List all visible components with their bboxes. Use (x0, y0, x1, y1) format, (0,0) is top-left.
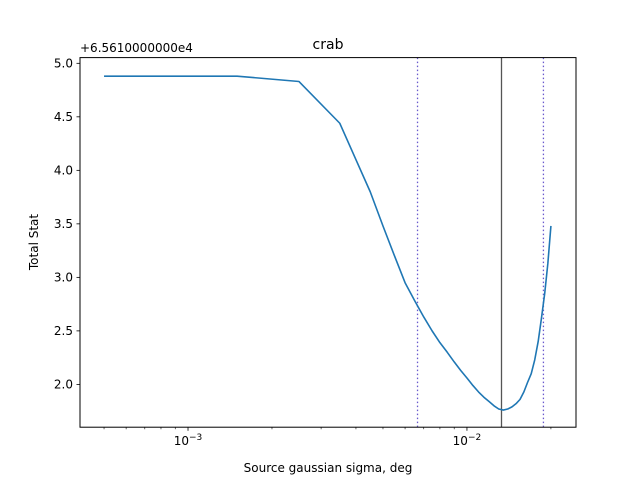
y-offset-label: +6.5610000000e4 (80, 41, 193, 55)
y-tick-label-5: 4.5 (54, 110, 73, 124)
y-tick-label-4: 4.0 (54, 163, 73, 177)
x-tick-label-0: 10−3 (174, 433, 203, 448)
plot-frame (79, 57, 577, 428)
y-tick-label-1: 2.5 (54, 324, 73, 338)
series-layer (104, 75, 552, 411)
ticks-layer: 10−3 10−2 2.0 2.5 3.0 3.5 4.0 4.5 5.0 (54, 56, 552, 448)
chart-title: crab (313, 37, 344, 53)
y-tick-label-3: 3.5 (54, 217, 73, 231)
y-tick-label-0: 2.0 (54, 377, 73, 391)
y-tick-label-2: 3.0 (54, 270, 73, 284)
x-axis-label: Source gaussian sigma, deg (244, 461, 413, 475)
vlines-layer (416, 57, 545, 428)
series-line-0 (104, 75, 552, 411)
y-tick-label-6: 5.0 (54, 56, 73, 70)
x-tick-label-1: 10−2 (453, 433, 482, 448)
y-axis-label: Total Stat (27, 214, 41, 272)
